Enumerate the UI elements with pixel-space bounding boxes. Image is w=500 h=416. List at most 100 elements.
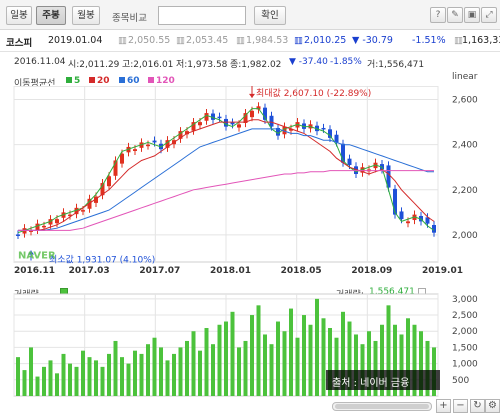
volume-bar: [198, 350, 202, 396]
candle-body: [120, 153, 124, 164]
ohlc-high: 고:2,016.01: [122, 60, 174, 70]
period-daily-button[interactable]: 일봉: [6, 6, 32, 25]
volume-bar: [256, 305, 261, 396]
compare-input[interactable]: [158, 6, 246, 25]
ma20-label: 20: [97, 76, 110, 86]
candle-body: [198, 122, 202, 126]
volume-bar: [425, 340, 430, 396]
range-scrollbar[interactable]: [332, 402, 432, 411]
ma-legend-120: 120: [148, 76, 175, 86]
volume-current-value: 1,556,471: [369, 287, 415, 297]
volume-bar: [393, 324, 397, 396]
price-tick-label: 2,400: [452, 141, 478, 151]
quote-open: 2,050.55: [128, 35, 171, 46]
price-chart[interactable]: 2,600 2,400 2,200 2,000 2016.11 2017.03 2017.0…: [0, 86, 500, 276]
candle-body: [94, 196, 98, 203]
scale-label: linear: [452, 72, 478, 82]
candle-body: [386, 165, 391, 188]
volume-bar: [113, 340, 118, 396]
candle-body: [152, 140, 157, 143]
volume-bar: [29, 347, 33, 396]
volume-bar: [354, 334, 358, 396]
volume-bar: [282, 331, 287, 396]
confirm-button[interactable]: 확인: [254, 6, 286, 25]
stock-name: 코스피: [6, 38, 33, 49]
max-annotation: 최대값 2,607.10 (-22.89%): [256, 87, 371, 99]
volume-bar: [289, 308, 293, 396]
volume-bar: [321, 318, 326, 396]
volume-bar: [334, 337, 339, 396]
candle-body: [289, 128, 293, 131]
ma120-swatch: [148, 77, 154, 83]
volume-bar: [22, 370, 27, 396]
x-tick-label: 2018.09: [351, 266, 392, 276]
volume-bar: [295, 337, 300, 396]
x-tick-label: 2018.05: [281, 266, 322, 276]
ma-legend-60: 60: [119, 76, 140, 86]
quote-change: ▼ -30.79: [352, 35, 393, 46]
ma-legend-5: 5: [66, 76, 80, 86]
candle-body: [230, 122, 235, 125]
ma60-label: 60: [127, 76, 140, 86]
candle-body: [224, 118, 228, 127]
price-tick-label: 2,600: [452, 96, 478, 106]
zoom-in-button[interactable]: +: [436, 399, 451, 413]
candle-body: [55, 219, 59, 224]
volume-bar: [159, 347, 163, 396]
ma-legend-20: 20: [89, 76, 110, 86]
quote-date: 2019.01.04: [48, 35, 103, 46]
period-monthly-button[interactable]: 월봉: [72, 6, 100, 25]
draw-tool-icon[interactable]: ✎: [447, 7, 463, 23]
ma5-swatch: [66, 77, 72, 83]
zoom-out-button[interactable]: −: [453, 399, 468, 413]
volume-bar: [224, 321, 228, 396]
reset-button[interactable]: ↻: [470, 399, 485, 413]
candle-body: [393, 188, 397, 215]
volume-bar: [191, 331, 196, 396]
fullscreen-icon[interactable]: ⤢: [481, 7, 497, 23]
candle-body: [399, 211, 404, 220]
volume-tick-label: 2,000: [452, 327, 478, 337]
min-marker-arrow: [28, 250, 34, 255]
volume-bar: [302, 315, 306, 396]
candle-body: [328, 129, 332, 138]
period-weekly-button[interactable]: 주봉: [36, 6, 66, 25]
candle-body: [16, 234, 20, 236]
quote-change-pct: -1.51%: [412, 35, 446, 46]
volume-bar: [87, 357, 92, 396]
volume-bar: [48, 360, 53, 396]
candle-body: [425, 217, 430, 224]
volume-bar: [55, 373, 59, 396]
options-button[interactable]: ⚙: [485, 399, 500, 413]
volume-bar: [276, 321, 280, 396]
ma-line-120: [18, 170, 434, 231]
x-tick-label: 2017.03: [69, 266, 110, 276]
candle-body: [347, 158, 352, 165]
low-icon: ▥: [236, 35, 245, 46]
candle-body: [217, 116, 222, 119]
candle-body: [42, 225, 46, 228]
volume-tick-label: 1,500: [452, 343, 478, 353]
save-image-icon[interactable]: ▣: [464, 7, 480, 23]
info-icon[interactable]: ?: [430, 7, 446, 23]
volume-bar: [328, 328, 332, 396]
range-scroll-thumb[interactable]: [335, 404, 429, 409]
volume-bar: [204, 328, 209, 396]
ma120-label: 120: [156, 76, 175, 86]
volume-chart[interactable]: 3,000 2,500 2,000 1,500 1,000 500: [0, 290, 500, 398]
volume-bar: [386, 305, 391, 396]
volume-bar: [419, 331, 423, 396]
ma-line-20: [18, 119, 435, 231]
candle-body: [269, 115, 274, 127]
quote-close: 2,010.25: [304, 35, 347, 46]
volume-bar: [237, 347, 241, 396]
candle-body: [334, 134, 339, 143]
ohlc-low: 저:1,973.58: [176, 60, 228, 70]
volume-bar: [250, 315, 254, 396]
ma-line-60: [18, 128, 434, 231]
candle-body: [237, 124, 241, 128]
candle-body: [276, 127, 280, 136]
candle-body: [29, 230, 33, 232]
ma60-swatch: [119, 77, 125, 83]
volume-tick-label: 1,000: [452, 360, 478, 370]
